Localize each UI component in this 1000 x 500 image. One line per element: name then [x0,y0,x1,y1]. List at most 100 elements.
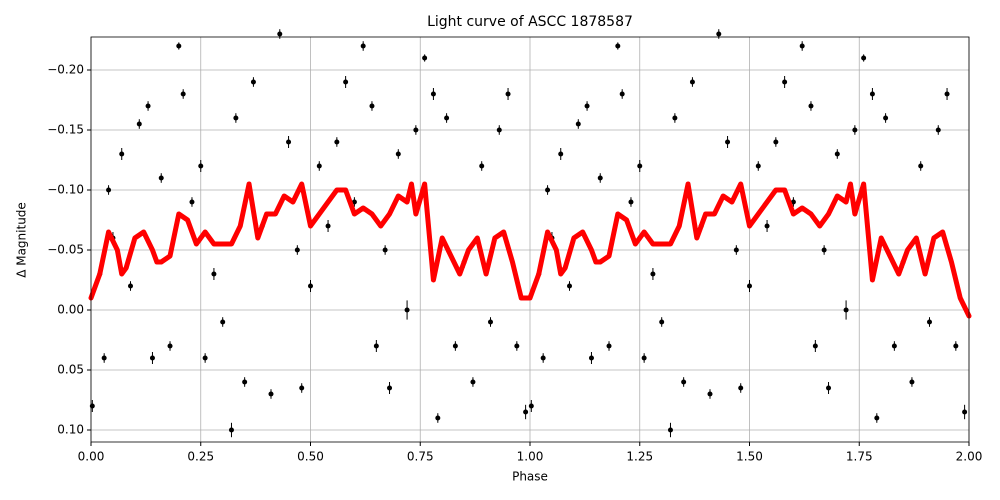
data-point [316,163,322,169]
data-point [689,79,695,85]
y-tick-label: 0.05 [57,363,84,377]
data-point [944,91,950,97]
data-point [716,31,722,37]
data-point [351,199,357,205]
x-tick-label: 1.00 [517,450,544,464]
data-point [953,343,959,349]
x-tick-label: 0.50 [297,450,324,464]
data-point [545,187,551,193]
data-point [479,163,485,169]
data-point [628,199,634,205]
data-point [189,199,195,205]
data-point [128,283,134,289]
data-point [101,355,107,361]
data-point [659,319,665,325]
data-point [373,343,379,349]
data-point [641,355,647,361]
data-point [733,247,739,253]
data-point [891,343,897,349]
data-point [575,121,581,127]
data-point [277,31,283,37]
data-point [228,427,234,433]
y-axis-label: Δ Magnitude [15,202,29,278]
data-point [308,283,313,289]
data-point [782,79,788,85]
y-tick-label: 0.00 [57,303,84,317]
data-point [343,79,349,85]
data-point [725,139,731,145]
data-point [826,385,832,391]
data-point [360,43,366,49]
y-tick-label: −0.15 [47,123,84,137]
data-point [584,103,590,109]
x-tick-label: 0.00 [78,450,105,464]
x-tick-label: 1.75 [846,450,873,464]
data-point [861,55,867,61]
data-point [874,415,880,421]
data-point [773,139,779,145]
data-point [747,283,752,289]
data-point [149,355,155,361]
y-tick-label: −0.10 [47,183,84,197]
ticks: 0.00 0.25 0.50 0.75 1.00 1.25 1.50 1.75 2.00 −0.2… [47,63,982,464]
data-point [444,115,450,121]
data-point [962,409,968,415]
y-tick-label: −0.05 [47,243,84,257]
data-point [325,223,331,229]
trend-line [88,181,972,319]
data-point [387,385,393,391]
data-point [883,115,889,121]
data-point [799,43,805,49]
data-point [540,355,546,361]
data-point [106,187,112,193]
data-point [211,271,217,277]
data-point [514,343,520,349]
data-point [395,151,401,157]
data-point [843,307,849,313]
data-point [220,319,226,325]
data-point [158,175,164,181]
data-point [119,151,125,157]
data-point [808,103,814,109]
data-point [523,409,529,415]
data-point [918,163,924,169]
data-point [487,319,493,325]
data-point [286,139,292,145]
data-point [597,175,603,181]
data-point [681,379,687,385]
data-point [619,91,625,97]
data-point [707,391,713,397]
y-tick-label: −0.20 [47,63,84,77]
data-point [242,379,248,385]
data-point [180,91,186,97]
data-point [202,355,208,361]
data-point [369,103,375,109]
data-point [764,223,770,229]
data-point [738,385,744,391]
data-point [558,151,564,157]
data-point [821,247,827,253]
x-tick-label: 0.25 [187,450,214,464]
data-point [672,115,678,121]
data-point [268,391,274,397]
data-point [413,127,419,133]
data-point [588,355,594,361]
x-tick-label: 2.00 [956,450,983,464]
data-point [637,163,643,169]
data-point [935,127,941,133]
data-point [198,163,204,169]
data-point [505,91,511,97]
data-point [869,91,875,97]
data-point [909,379,915,385]
data-point [755,163,761,169]
data-point [470,379,476,385]
data-point [567,283,573,289]
data-point [834,151,840,157]
data-point [334,139,340,145]
data-point [650,271,656,277]
data-point [926,319,932,325]
data-point [812,343,818,349]
data-point [606,343,612,349]
data-point [422,55,428,61]
data-point [299,385,305,391]
